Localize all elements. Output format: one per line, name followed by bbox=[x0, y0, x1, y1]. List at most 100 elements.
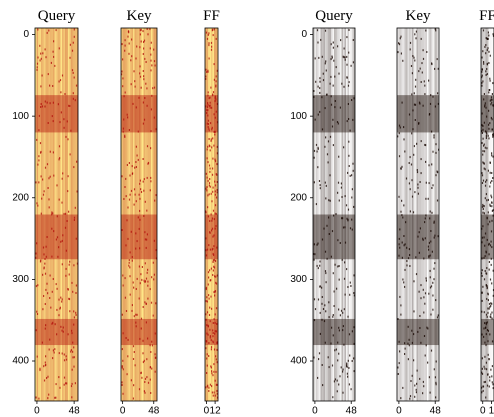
heatmap-cell bbox=[131, 172, 133, 175]
heatmap-cell bbox=[340, 309, 343, 312]
heatmap-cell bbox=[121, 381, 123, 384]
heatmap-cell bbox=[62, 330, 64, 333]
heatmap-cell bbox=[43, 253, 45, 256]
heatmap-cell bbox=[142, 30, 144, 33]
heatmap-cell bbox=[416, 171, 419, 174]
y-tick-label: 0 bbox=[23, 29, 29, 40]
heatmap-cell bbox=[215, 196, 218, 199]
y-tick-label: 0 bbox=[301, 29, 307, 40]
heatmap-cell bbox=[349, 129, 351, 132]
heatmap-cell bbox=[313, 149, 316, 152]
heatmap-cell bbox=[214, 116, 216, 119]
heatmap-cell bbox=[398, 243, 400, 246]
heatmap-cell bbox=[481, 130, 483, 133]
heatmap-cell bbox=[410, 380, 412, 382]
heatmap-cell bbox=[44, 262, 46, 265]
heatmap-cell bbox=[37, 56, 39, 59]
heatmap-cell bbox=[407, 325, 409, 328]
heatmap-cell bbox=[153, 273, 155, 276]
heatmap-cell bbox=[408, 182, 410, 185]
heatmap-cell bbox=[313, 319, 316, 322]
heatmap-cell bbox=[422, 57, 425, 60]
heatmap-stripe bbox=[397, 28, 399, 401]
heatmap-cell bbox=[209, 104, 211, 107]
heatmap-cell bbox=[414, 33, 416, 36]
heatmap-cell bbox=[400, 35, 402, 38]
heatmap-cell bbox=[415, 388, 417, 391]
heatmap-cell bbox=[411, 341, 413, 344]
heatmap-cell bbox=[133, 351, 135, 353]
heatmap-cell bbox=[151, 340, 153, 343]
heatmap-cell bbox=[44, 272, 47, 275]
heatmap-cell bbox=[143, 118, 146, 121]
heatmap-cell bbox=[332, 46, 334, 49]
heatmap-cell bbox=[427, 197, 429, 200]
heatmap-cell bbox=[135, 232, 137, 235]
heatmap-cell bbox=[208, 97, 210, 100]
heatmap-cell bbox=[211, 146, 213, 149]
heatmap-cell bbox=[324, 29, 327, 32]
heatmap-cell bbox=[209, 306, 211, 309]
heatmap-cell bbox=[484, 255, 486, 258]
heatmap-background bbox=[121, 28, 157, 401]
heatmap-cell bbox=[140, 28, 142, 31]
heatmap-cell bbox=[481, 84, 483, 87]
heatmap-cell bbox=[208, 355, 210, 357]
heatmap-cell bbox=[212, 332, 214, 334]
heatmap-stripe bbox=[134, 28, 136, 401]
heatmap-cell bbox=[484, 367, 486, 370]
heatmap-cell bbox=[419, 315, 421, 317]
heatmap-cell bbox=[491, 311, 493, 314]
heatmap-cell bbox=[142, 352, 144, 355]
heatmap-cell bbox=[211, 370, 213, 373]
heatmap-cell bbox=[412, 55, 414, 57]
heatmap-cell bbox=[337, 239, 339, 242]
heatmap-stripe bbox=[326, 28, 328, 401]
heatmap-cell bbox=[317, 267, 319, 270]
heatmap-cell bbox=[211, 391, 213, 394]
heatmap-cell bbox=[40, 106, 42, 108]
heatmap-cell bbox=[74, 206, 76, 209]
heatmap-cell bbox=[424, 354, 426, 357]
heatmap-cell bbox=[352, 169, 354, 172]
heatmap-stripe bbox=[152, 28, 154, 401]
heatmap-cell bbox=[485, 323, 487, 326]
heatmap-cell bbox=[314, 118, 316, 121]
heatmap-cell bbox=[214, 204, 217, 207]
heatmap-cell bbox=[206, 300, 208, 303]
heatmap-cell bbox=[434, 28, 436, 30]
heatmap-cell bbox=[317, 376, 319, 379]
heatmap-cell bbox=[146, 358, 148, 361]
heatmap-cell bbox=[35, 256, 37, 259]
heatmap-cell bbox=[154, 370, 156, 373]
heatmap-cell bbox=[313, 356, 315, 359]
heatmap-cell bbox=[319, 184, 321, 187]
heatmap-cell bbox=[482, 153, 484, 156]
heatmap-cell bbox=[342, 329, 344, 332]
heatmap-cell bbox=[485, 106, 487, 109]
heatmap-cell bbox=[128, 259, 130, 262]
heatmap-cell bbox=[399, 246, 401, 249]
heatmap-cell bbox=[139, 179, 141, 182]
heatmap-cell bbox=[215, 355, 217, 358]
x-tick-label: 48 bbox=[69, 406, 81, 417]
heatmap-cell bbox=[213, 78, 215, 81]
heatmap-cell bbox=[56, 333, 58, 336]
heatmap-cell bbox=[423, 335, 426, 337]
heatmap-cell bbox=[337, 45, 339, 48]
heatmap-cell bbox=[341, 82, 343, 85]
heatmap-cell bbox=[400, 397, 402, 400]
heatmap-cell bbox=[47, 375, 49, 378]
heatmap-cell bbox=[136, 240, 138, 243]
heatmap-cell bbox=[484, 326, 487, 329]
heatmap-cell bbox=[130, 230, 132, 233]
heatmap-cell bbox=[408, 338, 410, 341]
heatmap-cell bbox=[208, 164, 211, 167]
heatmap-cell bbox=[208, 386, 210, 389]
heatmap-cell bbox=[333, 380, 335, 383]
heatmap-cell bbox=[420, 341, 422, 344]
heatmap-cell bbox=[401, 214, 403, 217]
heatmap-cell bbox=[481, 333, 483, 336]
heatmap-cell bbox=[340, 182, 342, 185]
heatmap-cell bbox=[404, 347, 406, 350]
